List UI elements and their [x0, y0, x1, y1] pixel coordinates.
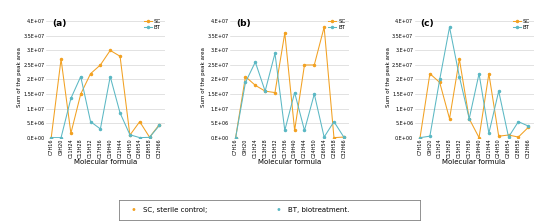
SC	[117, 55, 123, 57]
BT	[97, 128, 103, 130]
Line: SC: SC	[50, 49, 161, 139]
Y-axis label: Sum of the peak area: Sum of the peak area	[17, 47, 22, 107]
BT	[68, 97, 74, 100]
BT	[48, 136, 54, 139]
BT	[505, 136, 512, 138]
BT	[156, 124, 163, 127]
SC	[466, 117, 473, 120]
BT	[456, 75, 462, 78]
BT	[437, 78, 443, 81]
Legend: SC, BT: SC, BT	[142, 17, 163, 32]
SC	[97, 64, 103, 66]
SC	[48, 136, 54, 139]
SC	[301, 64, 308, 66]
Text: (a): (a)	[52, 19, 66, 28]
BT	[136, 136, 143, 139]
BT	[331, 120, 337, 123]
SC	[252, 84, 259, 87]
SC	[427, 72, 433, 75]
SC	[272, 91, 278, 94]
BT	[427, 135, 433, 137]
Legend: SC, BT: SC, BT	[510, 17, 532, 32]
Line: BT: BT	[50, 75, 161, 139]
SC	[321, 26, 327, 28]
X-axis label: Molecular formula: Molecular formula	[258, 159, 321, 165]
BT	[262, 90, 268, 92]
SC	[232, 136, 239, 139]
Text: SC, sterile control;: SC, sterile control;	[143, 207, 207, 213]
SC	[515, 136, 522, 138]
SC	[156, 123, 163, 126]
Line: SC: SC	[419, 58, 529, 139]
X-axis label: Molecular formula: Molecular formula	[443, 159, 506, 165]
SC	[127, 134, 133, 137]
BT	[525, 125, 531, 127]
BT	[127, 133, 133, 136]
SC	[78, 93, 84, 95]
BT	[311, 93, 317, 95]
BT	[292, 91, 298, 94]
SC	[68, 132, 74, 135]
SC	[331, 136, 337, 139]
SC	[495, 135, 502, 137]
BT	[301, 129, 308, 132]
Line: BT: BT	[234, 52, 345, 139]
BT	[78, 75, 84, 78]
Y-axis label: Sum of the peak area: Sum of the peak area	[201, 47, 206, 107]
Text: •: •	[275, 205, 281, 215]
SC	[242, 75, 248, 78]
BT	[146, 136, 153, 139]
BT	[281, 129, 288, 132]
Text: •: •	[130, 205, 136, 215]
BT	[242, 81, 248, 84]
SC	[437, 81, 443, 84]
SC	[456, 58, 462, 60]
BT	[117, 112, 123, 114]
BT	[476, 72, 482, 75]
SC	[417, 136, 423, 139]
SC	[486, 72, 492, 75]
BT	[495, 90, 502, 92]
SC	[136, 120, 143, 123]
Text: (c): (c)	[420, 19, 434, 28]
SC	[311, 64, 317, 66]
BT	[466, 117, 473, 120]
SC	[281, 32, 288, 34]
BT	[515, 120, 522, 123]
SC	[107, 49, 113, 52]
BT	[486, 132, 492, 135]
SC	[446, 117, 453, 120]
BT	[252, 61, 259, 63]
SC	[525, 126, 531, 129]
SC	[476, 136, 482, 139]
Y-axis label: Sum of the peak area: Sum of the peak area	[385, 47, 391, 107]
SC	[58, 58, 64, 60]
Line: BT: BT	[419, 26, 529, 139]
BT	[341, 136, 347, 138]
BT	[87, 120, 94, 123]
X-axis label: Molecular formula: Molecular formula	[74, 159, 137, 165]
Text: BT, biotreatment.: BT, biotreatment.	[288, 207, 349, 213]
BT	[446, 26, 453, 28]
SC	[146, 136, 153, 139]
Line: SC: SC	[234, 26, 345, 139]
BT	[107, 75, 113, 78]
BT	[58, 136, 64, 139]
BT	[272, 52, 278, 55]
SC	[505, 134, 512, 136]
BT	[232, 136, 239, 139]
SC	[87, 72, 94, 75]
BT	[417, 136, 423, 139]
Text: (b): (b)	[236, 19, 251, 28]
Legend: SC, BT: SC, BT	[326, 17, 348, 32]
SC	[262, 90, 268, 92]
SC	[341, 136, 347, 138]
SC	[292, 129, 298, 132]
BT	[321, 136, 327, 138]
